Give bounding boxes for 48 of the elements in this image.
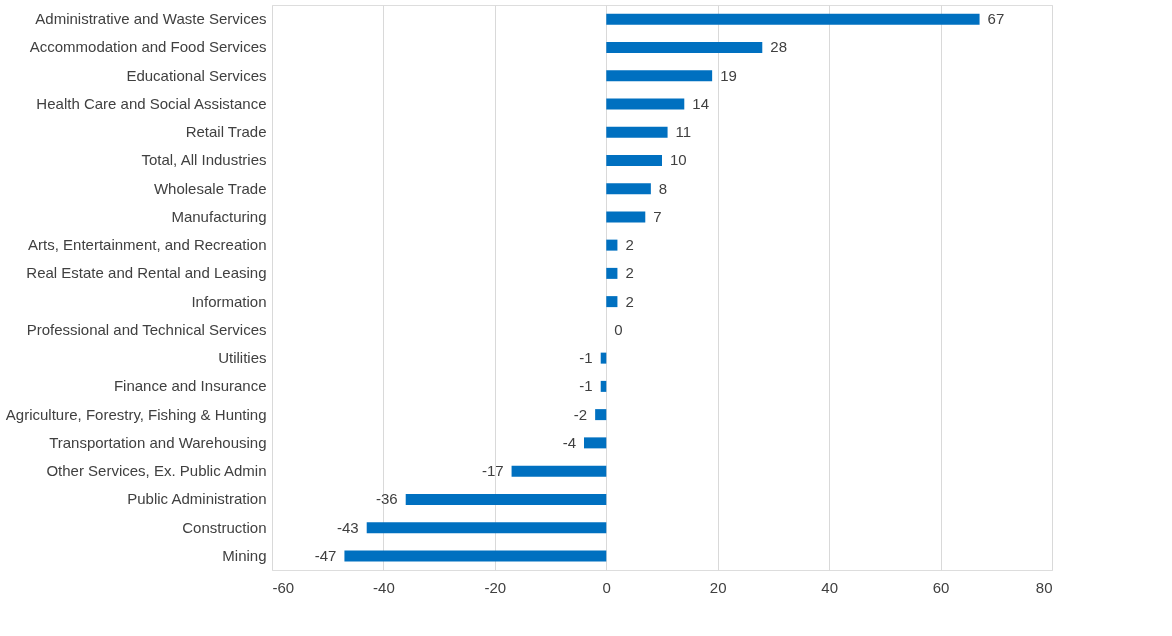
data-label: -17: [481, 462, 504, 480]
data-label: 14: [692, 94, 709, 112]
x-tick-label: 0: [602, 578, 611, 596]
y-tick-label: Total, All Industries: [141, 151, 267, 169]
data-label: 19: [720, 66, 737, 84]
data-label: -36: [376, 490, 398, 508]
data-label: 2: [625, 292, 634, 310]
data-label: -4: [562, 433, 576, 451]
data-label: 2: [625, 236, 634, 254]
data-label: 28: [770, 38, 787, 56]
data-label: -47: [314, 546, 337, 564]
data-label: -2: [573, 405, 588, 423]
data-label: 0: [614, 320, 623, 338]
y-tick-label: Administrative and Waste Services: [35, 10, 267, 28]
x-tick-label: -60: [272, 578, 295, 596]
y-tick-label: Wholesale Trade: [153, 179, 267, 197]
y-tick-label: Arts, Entertainment, and Recreation: [28, 236, 267, 254]
y-tick-label: Manufacturing: [171, 207, 267, 225]
x-tick-label: 80: [1035, 578, 1053, 596]
x-tick-label: 20: [709, 578, 727, 596]
y-tick-label: Other Services, Ex. Public Admin: [46, 462, 267, 480]
y-tick-label: Mining: [222, 546, 267, 564]
y-tick-label: Health Care and Social Assistance: [36, 94, 267, 112]
y-tick-label: Construction: [182, 518, 267, 536]
data-label: 2: [625, 264, 634, 282]
data-label: -43: [337, 518, 359, 536]
y-tick-label: Real Estate and Rental and Leasing: [26, 264, 267, 282]
x-tick-label: -20: [484, 578, 507, 596]
y-tick-label: Utilities: [218, 349, 267, 367]
data-label: 10: [670, 151, 687, 169]
y-tick-label: Information: [191, 292, 267, 310]
data-label: 11: [675, 123, 692, 141]
y-tick-label: Professional and Technical Services: [26, 320, 267, 338]
data-label: 7: [653, 207, 662, 225]
y-tick-label: Public Administration: [127, 490, 267, 508]
y-tick-label: Finance and Insurance: [113, 377, 267, 395]
y-tick-label: Transportation and Warehousing: [49, 433, 267, 451]
x-tick-label: -40: [373, 578, 395, 596]
y-tick-label: Agriculture, Forestry, Fishing & Hunting: [5, 405, 267, 423]
data-label: 67: [987, 10, 1005, 28]
data-label: -1: [579, 377, 593, 395]
data-label: -1: [579, 349, 593, 367]
y-tick-label: Educational Services: [126, 66, 267, 84]
data-label: 8: [658, 179, 668, 197]
y-tick-label: Accommodation and Food Services: [29, 38, 267, 56]
y-tick-label: Retail Trade: [185, 123, 267, 141]
x-tick-label: 60: [932, 578, 950, 596]
x-tick-label: 40: [821, 578, 838, 596]
